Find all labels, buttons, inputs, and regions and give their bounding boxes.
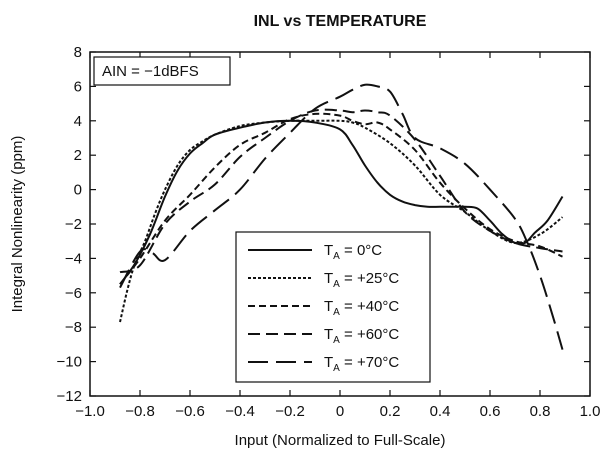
y-axis-label: Integral Nonlinearity (ppm) (9, 136, 26, 313)
legend-box (235, 231, 431, 383)
x-tick-label: 0.2 (380, 403, 401, 420)
y-tick-label: 0 (74, 182, 82, 199)
legend-label-1: TA = +25°C (324, 270, 399, 290)
y-tick-label: −4 (65, 250, 82, 267)
y-tick-label: 2 (74, 147, 82, 164)
legend-label-3: TA = +60°C (324, 326, 399, 346)
series-lines (119, 83, 564, 350)
y-tick-label: −2 (65, 216, 82, 233)
annotation-box (93, 56, 231, 86)
legend: TA = 0°C TA = +25°C TA = +40°C TA = +60°C TA… (235, 231, 431, 383)
axes: −1.0 −0.8 −0.6 −0.4 −0.2 0 0.2 0.4 0.6 0.8 1.0 8 6 4 2… (57, 44, 601, 420)
x-axis-label: Input (Normalized to Full-Scale) (235, 432, 446, 449)
x-tick-label: −0.2 (275, 403, 305, 420)
y-tick-label: −8 (65, 319, 82, 336)
x-tick-label: 0.8 (530, 403, 551, 420)
legend-label-0: TA = 0°C (324, 242, 382, 262)
series-line-3 (119, 108, 563, 274)
y-tick-label: −6 (65, 285, 82, 302)
y-tick-label: −10 (57, 354, 82, 371)
y-tick-label: 4 (74, 113, 82, 130)
chart-title: INL vs TEMPERATURE (254, 13, 427, 30)
x-tick-label: 0 (336, 403, 344, 420)
x-tick-label: 0.4 (430, 403, 451, 420)
series-line-4 (119, 83, 564, 350)
y-tick-label: 6 (74, 78, 82, 95)
y-tick-label: −12 (57, 388, 82, 405)
legend-label-4: TA = +70°C (324, 354, 399, 374)
y-tick-label: 8 (74, 44, 82, 61)
x-tick-label: −0.8 (125, 403, 155, 420)
series-line-2 (119, 112, 563, 285)
x-tick-label: −0.6 (175, 403, 205, 420)
legend-label-2: TA = +40°C (324, 298, 399, 318)
x-tick-label: 1.0 (580, 403, 601, 420)
x-tick-label: −1.0 (75, 403, 105, 420)
annotation-ain: AIN = −1dBFS (102, 63, 199, 80)
x-tick-label: −0.4 (225, 403, 255, 420)
x-tick-label: 0.6 (480, 403, 501, 420)
series-line-0 (119, 119, 564, 285)
